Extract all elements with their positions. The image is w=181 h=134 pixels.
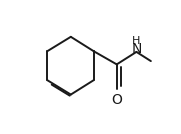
Text: N: N: [131, 42, 142, 56]
Text: O: O: [111, 93, 122, 107]
Text: H: H: [132, 36, 141, 46]
